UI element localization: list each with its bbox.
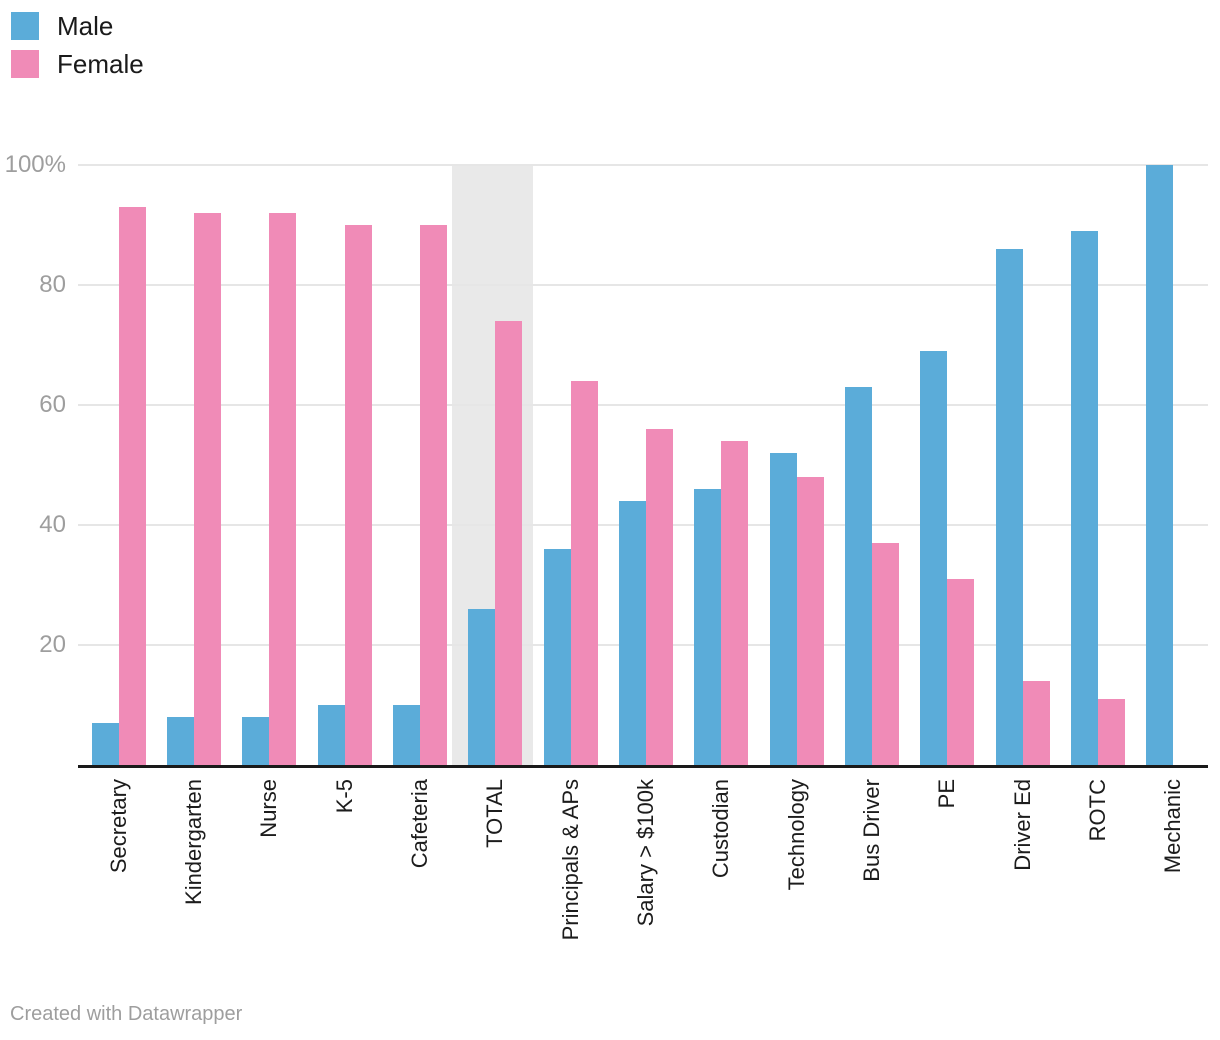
- attribution-text: Created with Datawrapper: [10, 1003, 243, 1025]
- y-tick-label-20: 20: [39, 631, 66, 658]
- x-axis-label-cafeteria: Cafeteria: [407, 779, 432, 869]
- bar-female-principals-aps: [570, 381, 598, 765]
- x-axis-line: [78, 765, 1208, 768]
- bar-male-salary-100k: [619, 501, 646, 765]
- y-tick-label-100: 100%: [4, 151, 66, 178]
- male-swatch-icon: [11, 12, 39, 40]
- bar-male-pe: [920, 351, 948, 765]
- gridline-60: [78, 404, 1208, 406]
- x-axis-label-total: TOTAL: [482, 779, 508, 848]
- bar-female-total: [495, 321, 523, 765]
- y-tick-label-40: 40: [39, 511, 66, 538]
- x-axis-label-rotc: ROTC: [1085, 779, 1110, 842]
- bar-male-mechanic: [1146, 165, 1174, 765]
- bar-male-custodian: [694, 489, 722, 765]
- bar-male-cafeteria: [393, 705, 420, 765]
- bar-female-nurse: [269, 213, 297, 765]
- bar-female-pe: [947, 579, 975, 765]
- bar-male-k-5: [317, 705, 345, 765]
- x-axis-label-principals-aps: Principals & APs: [557, 779, 583, 941]
- bar-female-technology: [796, 477, 824, 765]
- bar-male-secretary: [91, 723, 119, 765]
- bar-male-technology: [769, 453, 797, 765]
- bar-male-bus-driver: [845, 387, 872, 765]
- x-axis-label-driver-ed: Driver Ed: [1009, 779, 1035, 871]
- gridline-80: [78, 284, 1208, 286]
- bar-female-custodian: [721, 441, 749, 765]
- bar-female-kindergarten: [194, 213, 221, 765]
- bar-male-driver-ed: [995, 249, 1023, 765]
- legend-label-female: Female: [57, 49, 144, 79]
- bar-female-secretary: [118, 207, 146, 765]
- x-axis-label-secretary: Secretary: [105, 779, 131, 874]
- bar-female-bus-driver: [872, 543, 899, 765]
- bar-male-nurse: [242, 717, 270, 765]
- x-axis-label-bus-driver: Bus Driver: [859, 779, 884, 882]
- x-axis-label-technology: Technology: [783, 779, 809, 891]
- y-tick-label-80: 80: [39, 271, 66, 298]
- x-axis-label-nurse: Nurse: [256, 779, 282, 838]
- legend: Male Female: [11, 12, 144, 88]
- x-axis-label-kindergarten: Kindergarten: [181, 779, 206, 905]
- legend-label-male: Male: [57, 11, 114, 41]
- legend-item-male: Male: [11, 12, 144, 40]
- bar-male-rotc: [1071, 231, 1098, 765]
- y-tick-label-60: 60: [39, 391, 66, 418]
- bar-male-total: [468, 609, 496, 765]
- bar-female-k-5: [344, 225, 372, 765]
- bar-male-kindergarten: [167, 717, 194, 765]
- gridline-100: [78, 164, 1208, 166]
- female-swatch-icon: [11, 50, 39, 78]
- x-axis-label-salary-100k: Salary > $100k: [633, 779, 658, 927]
- bar-female-rotc: [1098, 699, 1125, 765]
- bar-female-driver-ed: [1022, 681, 1050, 765]
- x-axis-label-custodian: Custodian: [708, 779, 734, 879]
- x-axis-label-pe: PE: [934, 779, 960, 809]
- bar-female-cafeteria: [420, 225, 447, 765]
- legend-item-female: Female: [11, 50, 144, 78]
- bar-female-salary-100k: [646, 429, 673, 765]
- x-axis-label-k-5: K-5: [331, 779, 357, 814]
- x-axis-label-mechanic: Mechanic: [1160, 779, 1186, 874]
- bar-male-principals-aps: [543, 549, 571, 765]
